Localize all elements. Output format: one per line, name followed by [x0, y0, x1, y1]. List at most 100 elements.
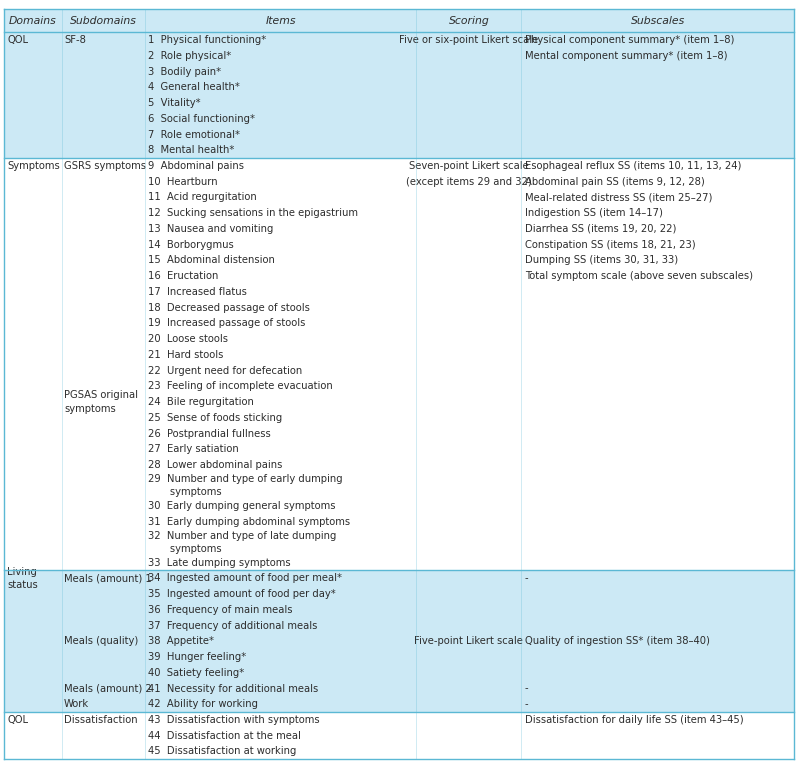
- Text: Symptoms: Symptoms: [7, 161, 60, 171]
- Text: Domains: Domains: [9, 15, 57, 26]
- Text: 8  Mental health*: 8 Mental health*: [148, 145, 234, 155]
- Text: Living
status: Living status: [7, 567, 38, 590]
- Text: 4  General health*: 4 General health*: [148, 82, 239, 92]
- Text: 41  Necessity for additional meals: 41 Necessity for additional meals: [148, 683, 318, 693]
- Bar: [4, 410, 794, 426]
- Bar: [4, 498, 794, 514]
- Text: 22  Urgent need for defecation: 22 Urgent need for defecation: [148, 366, 302, 376]
- Text: Physical component summary* (item 1–8): Physical component summary* (item 1–8): [524, 35, 734, 45]
- Text: PGSAS original
symptoms: PGSAS original symptoms: [64, 390, 138, 413]
- Text: Seven-point Likert scale: Seven-point Likert scale: [409, 161, 529, 171]
- Bar: [4, 712, 794, 728]
- Text: 32  Number and type of late dumping
       symptoms: 32 Number and type of late dumping sympt…: [148, 531, 336, 554]
- Text: Five-point Likert scale: Five-point Likert scale: [414, 637, 523, 647]
- Bar: [4, 728, 794, 743]
- Bar: [4, 9, 794, 32]
- Text: 10  Heartburn: 10 Heartburn: [148, 176, 217, 186]
- Text: 39  Hunger feeling*: 39 Hunger feeling*: [148, 652, 246, 662]
- Text: Meals (amount) 2: Meals (amount) 2: [64, 683, 152, 693]
- Text: Meals (quality): Meals (quality): [64, 637, 138, 647]
- Text: Meal-related distress SS (item 25–27): Meal-related distress SS (item 25–27): [524, 193, 712, 202]
- Text: Abdominal pain SS (items 9, 12, 28): Abdominal pain SS (items 9, 12, 28): [524, 176, 705, 186]
- Bar: [4, 221, 794, 237]
- Bar: [4, 143, 794, 158]
- Text: Five or six-point Likert scale: Five or six-point Likert scale: [399, 35, 539, 45]
- Text: 29  Number and type of early dumping
       symptoms: 29 Number and type of early dumping symp…: [148, 474, 342, 497]
- Text: 13  Nausea and vomiting: 13 Nausea and vomiting: [148, 224, 273, 234]
- Bar: [4, 48, 794, 64]
- Text: 34  Ingested amount of food per meal*: 34 Ingested amount of food per meal*: [148, 574, 342, 584]
- Text: 3  Bodily pain*: 3 Bodily pain*: [148, 67, 221, 77]
- Text: 24  Bile regurgitation: 24 Bile regurgitation: [148, 397, 254, 407]
- Text: Total symptom scale (above seven subscales): Total symptom scale (above seven subscal…: [524, 272, 753, 281]
- Text: 28  Lower abdominal pains: 28 Lower abdominal pains: [148, 460, 282, 470]
- Text: -: -: [524, 683, 528, 693]
- Bar: [4, 127, 794, 143]
- Bar: [4, 555, 794, 571]
- Bar: [4, 426, 794, 442]
- Bar: [4, 473, 794, 498]
- Bar: [4, 378, 794, 394]
- Text: Subdomains: Subdomains: [69, 15, 136, 26]
- Text: Diarrhea SS (items 19, 20, 22): Diarrhea SS (items 19, 20, 22): [524, 224, 676, 234]
- Text: 25  Sense of foods sticking: 25 Sense of foods sticking: [148, 413, 282, 423]
- Text: GSRS symptoms: GSRS symptoms: [64, 161, 146, 171]
- Text: Indigestion SS (item 14–17): Indigestion SS (item 14–17): [524, 208, 662, 218]
- Text: 15  Abdominal distension: 15 Abdominal distension: [148, 255, 275, 265]
- Text: Dissatisfaction for daily life SS (item 43–45): Dissatisfaction for daily life SS (item …: [524, 715, 743, 725]
- Bar: [4, 252, 794, 268]
- Bar: [4, 394, 794, 410]
- Bar: [4, 32, 794, 48]
- Text: 30  Early dumping general symptoms: 30 Early dumping general symptoms: [148, 501, 335, 511]
- Bar: [4, 284, 794, 300]
- Text: 19  Increased passage of stools: 19 Increased passage of stools: [148, 318, 305, 328]
- Text: 11  Acid regurgitation: 11 Acid regurgitation: [148, 193, 256, 202]
- Text: QOL: QOL: [7, 35, 28, 45]
- Bar: [4, 696, 794, 712]
- Bar: [4, 514, 794, 529]
- Text: Subscales: Subscales: [630, 15, 685, 26]
- Text: Mental component summary* (item 1–8): Mental component summary* (item 1–8): [524, 51, 727, 61]
- Bar: [4, 64, 794, 80]
- Text: 17  Increased flatus: 17 Increased flatus: [148, 287, 247, 297]
- Bar: [4, 442, 794, 457]
- Text: 44  Dissatisfaction at the meal: 44 Dissatisfaction at the meal: [148, 731, 301, 741]
- Text: SF-8: SF-8: [64, 35, 86, 45]
- Text: 6  Social functioning*: 6 Social functioning*: [148, 114, 255, 123]
- Text: 1  Physical functioning*: 1 Physical functioning*: [148, 35, 266, 45]
- Text: 23  Feeling of incomplete evacuation: 23 Feeling of incomplete evacuation: [148, 381, 333, 391]
- Text: 35  Ingested amount of food per day*: 35 Ingested amount of food per day*: [148, 589, 335, 599]
- Text: 27  Early satiation: 27 Early satiation: [148, 444, 239, 454]
- Bar: [4, 206, 794, 221]
- Text: 42  Ability for working: 42 Ability for working: [148, 700, 258, 709]
- Bar: [4, 602, 794, 617]
- Text: -: -: [524, 574, 528, 584]
- Bar: [4, 331, 794, 347]
- Text: 7  Role emotional*: 7 Role emotional*: [148, 130, 240, 140]
- Text: 26  Postprandial fullness: 26 Postprandial fullness: [148, 429, 271, 439]
- Bar: [4, 268, 794, 284]
- Text: Esophageal reflux SS (items 10, 11, 13, 24): Esophageal reflux SS (items 10, 11, 13, …: [524, 161, 741, 171]
- Bar: [4, 95, 794, 111]
- Text: Items: Items: [265, 15, 296, 26]
- Text: 18  Decreased passage of stools: 18 Decreased passage of stools: [148, 303, 310, 313]
- Bar: [4, 529, 794, 555]
- Bar: [4, 189, 794, 206]
- Text: 20  Loose stools: 20 Loose stools: [148, 334, 227, 344]
- Text: 40  Satiety feeling*: 40 Satiety feeling*: [148, 668, 244, 678]
- Text: 9  Abdominal pains: 9 Abdominal pains: [148, 161, 244, 171]
- Text: 12  Sucking sensations in the epigastrium: 12 Sucking sensations in the epigastrium: [148, 208, 358, 218]
- Text: 5  Vitality*: 5 Vitality*: [148, 98, 200, 108]
- Text: 43  Dissatisfaction with symptoms: 43 Dissatisfaction with symptoms: [148, 715, 319, 725]
- Text: 38  Appetite*: 38 Appetite*: [148, 637, 214, 647]
- Bar: [4, 80, 794, 95]
- Text: Constipation SS (items 18, 21, 23): Constipation SS (items 18, 21, 23): [524, 239, 695, 250]
- Text: 14  Borborygmus: 14 Borborygmus: [148, 239, 234, 250]
- Text: Scoring: Scoring: [448, 15, 489, 26]
- Text: 16  Eructation: 16 Eructation: [148, 272, 218, 281]
- Bar: [4, 237, 794, 252]
- Text: Work: Work: [64, 700, 89, 709]
- Bar: [4, 665, 794, 680]
- Text: -: -: [524, 700, 528, 709]
- Text: 36  Frequency of main meals: 36 Frequency of main meals: [148, 605, 292, 615]
